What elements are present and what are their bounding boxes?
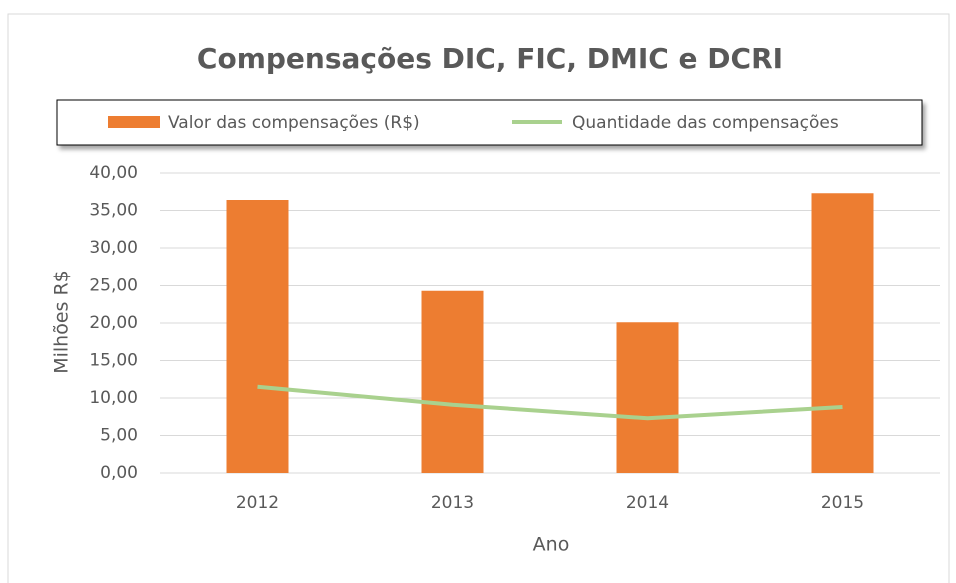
x-axis-label: Ano bbox=[533, 534, 570, 556]
y-tick-label: 30,00 bbox=[89, 238, 138, 258]
y-tick-label: 5,00 bbox=[100, 426, 138, 446]
bar bbox=[421, 290, 484, 473]
y-tick-label: 15,00 bbox=[89, 351, 138, 371]
x-tick-label: 2015 bbox=[821, 493, 864, 513]
y-tick-label: 20,00 bbox=[89, 313, 138, 333]
y-tick-label: 10,00 bbox=[89, 388, 138, 408]
x-tick-label: 2013 bbox=[431, 493, 474, 513]
y-tick-label: 25,00 bbox=[89, 276, 138, 296]
chart-title: Compensações DIC, FIC, DMIC e DCRI bbox=[197, 42, 783, 75]
bar bbox=[616, 322, 679, 473]
x-tick-label: 2012 bbox=[236, 493, 279, 513]
legend-swatch bbox=[108, 116, 160, 128]
legend-label: Valor das compensações (R$) bbox=[168, 113, 420, 133]
y-tick-label: 0,00 bbox=[100, 463, 138, 483]
x-tick-label: 2014 bbox=[626, 493, 669, 513]
line bbox=[257, 384, 843, 421]
legend-label: Quantidade das compensações bbox=[572, 113, 839, 133]
bar bbox=[226, 200, 289, 473]
bar bbox=[811, 193, 874, 473]
y-tick-label: 35,00 bbox=[89, 201, 138, 221]
y-axis-label: Milhões R$ bbox=[51, 270, 73, 374]
legend-box bbox=[56, 99, 923, 146]
y-tick-label: 40,00 bbox=[89, 163, 138, 183]
